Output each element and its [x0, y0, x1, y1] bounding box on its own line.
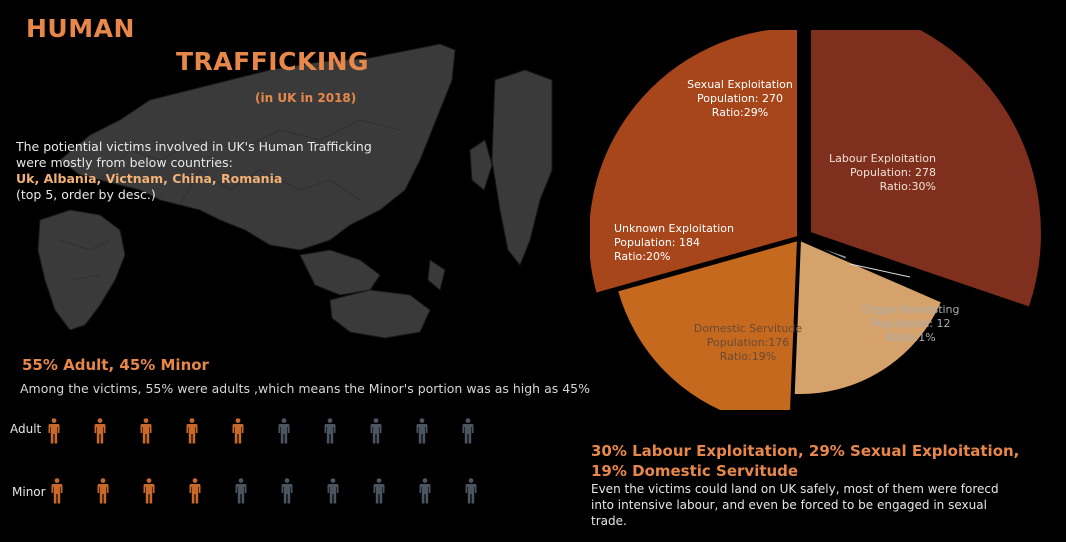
map-landmass-australia [329, 289, 431, 339]
person-icon [140, 418, 152, 444]
person-icon [278, 418, 290, 444]
person-icon [94, 418, 106, 444]
person-icon [189, 478, 201, 504]
pie-slice-domestic-servitude [792, 238, 944, 396]
map-landmass-eurasia [59, 43, 456, 251]
person-icon [419, 478, 431, 504]
map-landmass-southeast-asia [299, 249, 381, 296]
person-icon [232, 418, 244, 444]
person-icon [143, 478, 155, 504]
row-label-adult: Adult [10, 422, 42, 436]
person-icon [370, 418, 382, 444]
person-icon [281, 478, 293, 504]
intro-block: The potiential victims involved in UK's … [16, 139, 396, 203]
top-countries: Uk, Albania, Victnam, China, Romania [16, 171, 283, 186]
person-icon [327, 478, 339, 504]
map-landmass-new-zealand [427, 259, 446, 291]
pie-label-organ-harvesting: Organ Harvesting Population: 12 Ratio:1% [862, 303, 959, 344]
title-trafficking: TRAFFICKING [176, 47, 370, 76]
pie-slice-sexual-exploitation [590, 30, 799, 295]
person-icon [462, 418, 474, 444]
pie-label-labour-exploitation: Labour Exploitation Population: 278 Ratio:… [829, 152, 936, 193]
subtitle: (in UK in 2018) [255, 91, 357, 105]
intro-text: The potiential victims involved in UK's … [16, 139, 372, 170]
map-landmass-americas [491, 69, 553, 266]
exploitation-pie-chart: Labour Exploitation Population: 278 Ratio:… [590, 30, 1043, 410]
person-icon [51, 478, 63, 504]
person-icon [373, 478, 385, 504]
person-icon [48, 418, 60, 444]
pie-label-domestic-servitude: Domestic Servitude Population:176 Ratio:19… [694, 322, 802, 363]
pie-label-unknown-exploitation: Unknown Exploitation Population: 184 Ratio… [614, 222, 734, 263]
summary-headline: 30% Labour Exploitation, 29% Sexual Expl… [591, 442, 1020, 480]
row-label-minor: Minor [12, 485, 46, 499]
pie-label-sexual-exploitation: Sexual Exploitation Population: 270 Ratio:… [687, 78, 793, 119]
person-icon [235, 478, 247, 504]
intro-note: (top 5, order by desc.) [16, 187, 156, 202]
pie-slice-labour-exploitation [809, 30, 1043, 309]
age-headline: 55% Adult, 45% Minor [22, 356, 209, 374]
person-icon [416, 418, 428, 444]
pie-slice-unknown-exploitation [615, 238, 800, 410]
age-description: Among the victims, 55% were adults ,whic… [20, 381, 591, 396]
title-human: HUMAN [26, 14, 135, 43]
map-landmass-africa [37, 209, 126, 331]
person-icon [186, 418, 198, 444]
summary-description: Even the victims could land on UK safely… [591, 482, 999, 528]
map-landmass-japan [469, 139, 493, 191]
person-icon [97, 478, 109, 504]
world-map-background [37, 43, 553, 339]
organ-harvesting-leader-line [849, 263, 911, 278]
person-icon [465, 478, 477, 504]
person-icon [324, 418, 336, 444]
